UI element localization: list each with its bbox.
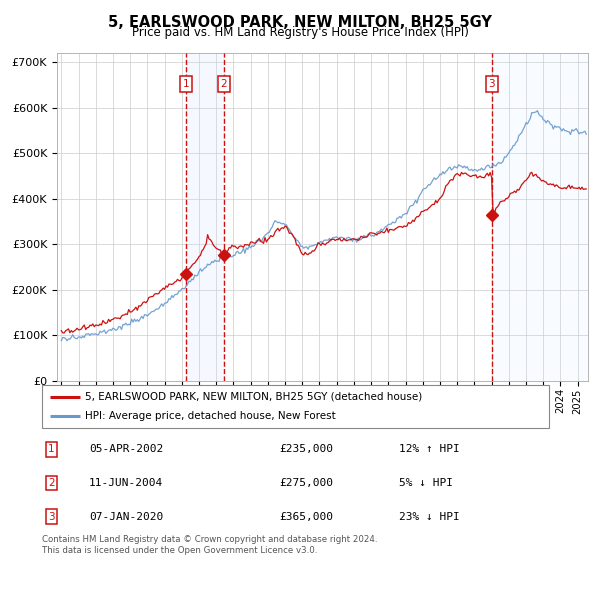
- Text: 3: 3: [488, 79, 495, 89]
- Text: 07-JAN-2020: 07-JAN-2020: [89, 512, 163, 522]
- Text: 3: 3: [48, 512, 55, 522]
- Text: 23% ↓ HPI: 23% ↓ HPI: [399, 512, 460, 522]
- Text: 05-APR-2002: 05-APR-2002: [89, 444, 163, 454]
- Bar: [492, 53, 588, 381]
- Text: 1: 1: [48, 444, 55, 454]
- Bar: [186, 53, 224, 381]
- Text: 11-JUN-2004: 11-JUN-2004: [89, 478, 163, 488]
- Text: 5, EARLSWOOD PARK, NEW MILTON, BH25 5GY (detached house): 5, EARLSWOOD PARK, NEW MILTON, BH25 5GY …: [85, 392, 422, 402]
- Text: £235,000: £235,000: [279, 444, 333, 454]
- Text: 5, EARLSWOOD PARK, NEW MILTON, BH25 5GY: 5, EARLSWOOD PARK, NEW MILTON, BH25 5GY: [108, 15, 492, 30]
- Text: Contains HM Land Registry data © Crown copyright and database right 2024.
This d: Contains HM Land Registry data © Crown c…: [42, 535, 377, 555]
- Text: 5% ↓ HPI: 5% ↓ HPI: [399, 478, 453, 488]
- Text: £275,000: £275,000: [279, 478, 333, 488]
- Text: 2: 2: [220, 79, 227, 89]
- Text: 1: 1: [183, 79, 190, 89]
- Text: £365,000: £365,000: [279, 512, 333, 522]
- Text: 2: 2: [48, 478, 55, 488]
- FancyBboxPatch shape: [42, 385, 549, 428]
- Text: HPI: Average price, detached house, New Forest: HPI: Average price, detached house, New …: [85, 411, 336, 421]
- Text: 12% ↑ HPI: 12% ↑ HPI: [399, 444, 460, 454]
- Text: Price paid vs. HM Land Registry's House Price Index (HPI): Price paid vs. HM Land Registry's House …: [131, 26, 469, 39]
